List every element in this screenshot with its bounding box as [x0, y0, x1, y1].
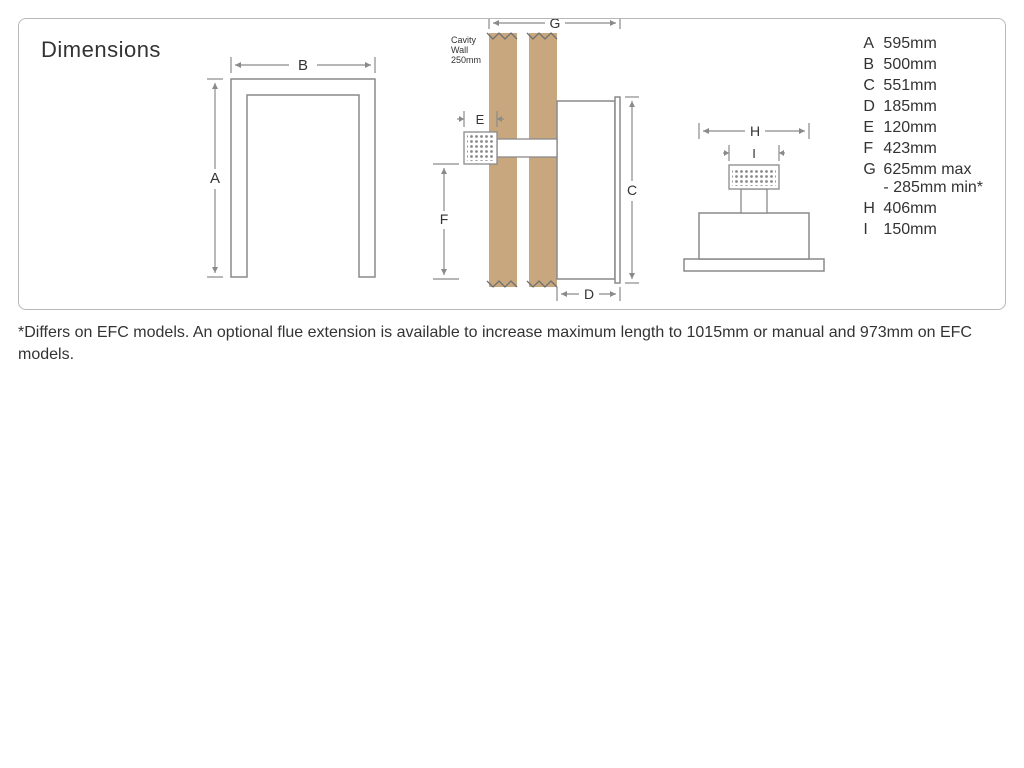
- legend-row: D185mm: [863, 98, 983, 116]
- legend-row: H406mm: [863, 200, 983, 218]
- legend-val: 551mm: [883, 77, 936, 95]
- legend-key: H: [863, 200, 883, 218]
- legend-row: B500mm: [863, 56, 983, 74]
- dim-d-label: D: [584, 286, 594, 302]
- dim-b-label: B: [298, 57, 308, 74]
- legend-key: A: [863, 35, 883, 53]
- legend-val: 595mm: [883, 35, 936, 53]
- legend-val: 150mm: [883, 221, 936, 239]
- dimension-legend: A595mmB500mmC551mmD185mmE120mmF423mmG625…: [863, 35, 983, 242]
- legend-key: F: [863, 140, 883, 158]
- legend-key: I: [863, 221, 883, 239]
- view2-side: Cavity Wall 250mm G: [433, 19, 639, 302]
- diagram-container: Dimensions B A: [18, 18, 1006, 310]
- legend-row: C551mm: [863, 77, 983, 95]
- dim-i-label: I: [752, 146, 756, 161]
- legend-key: G: [863, 161, 883, 179]
- dim-c-label: C: [627, 182, 637, 198]
- view1-front: B A: [207, 57, 375, 277]
- view3-top: H I: [684, 123, 824, 271]
- dim-e-label: E: [476, 112, 485, 127]
- footnote: *Differs on EFC models. An optional flue…: [18, 322, 1006, 367]
- legend-key: B: [863, 56, 883, 74]
- dim-f-label: F: [440, 211, 449, 227]
- legend-row: G625mm max - 285mm min*: [863, 161, 983, 197]
- legend-row: F423mm: [863, 140, 983, 158]
- dim-a-label: A: [210, 170, 220, 187]
- legend-val: 185mm: [883, 98, 936, 116]
- legend-val: 500mm: [883, 56, 936, 74]
- legend-val: 625mm max - 285mm min*: [883, 161, 983, 197]
- legend-row: E120mm: [863, 119, 983, 137]
- legend-row: A595mm: [863, 35, 983, 53]
- legend-val: 406mm: [883, 200, 936, 218]
- legend-row: I150mm: [863, 221, 983, 239]
- legend-val: 423mm: [883, 140, 936, 158]
- cavity-label-1: Cavity: [451, 35, 477, 45]
- cavity-label-3: 250mm: [451, 55, 481, 65]
- legend-val: 120mm: [883, 119, 936, 137]
- dim-g-label: G: [550, 19, 561, 31]
- cavity-label-2: Wall: [451, 45, 468, 55]
- dimensions-diagram: B A Cavity Wall 250mm: [19, 19, 1007, 311]
- dim-h-label: H: [750, 123, 760, 139]
- legend-key: D: [863, 98, 883, 116]
- legend-key: C: [863, 77, 883, 95]
- legend-key: E: [863, 119, 883, 137]
